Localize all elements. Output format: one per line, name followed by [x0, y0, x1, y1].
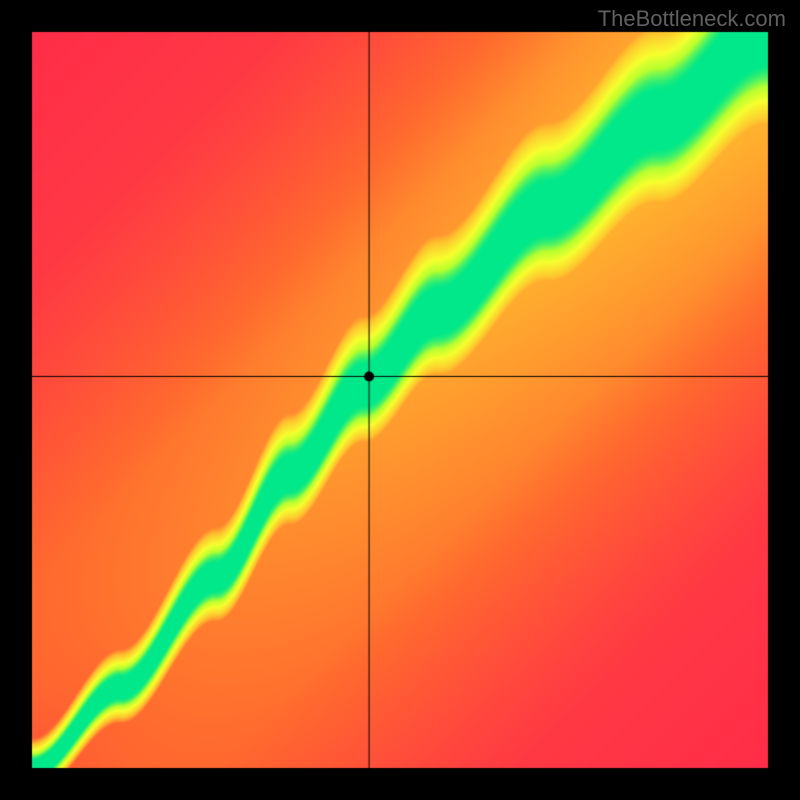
watermark-text: TheBottleneck.com	[598, 6, 786, 32]
chart-container: TheBottleneck.com	[0, 0, 800, 800]
bottleneck-heatmap	[0, 0, 800, 800]
